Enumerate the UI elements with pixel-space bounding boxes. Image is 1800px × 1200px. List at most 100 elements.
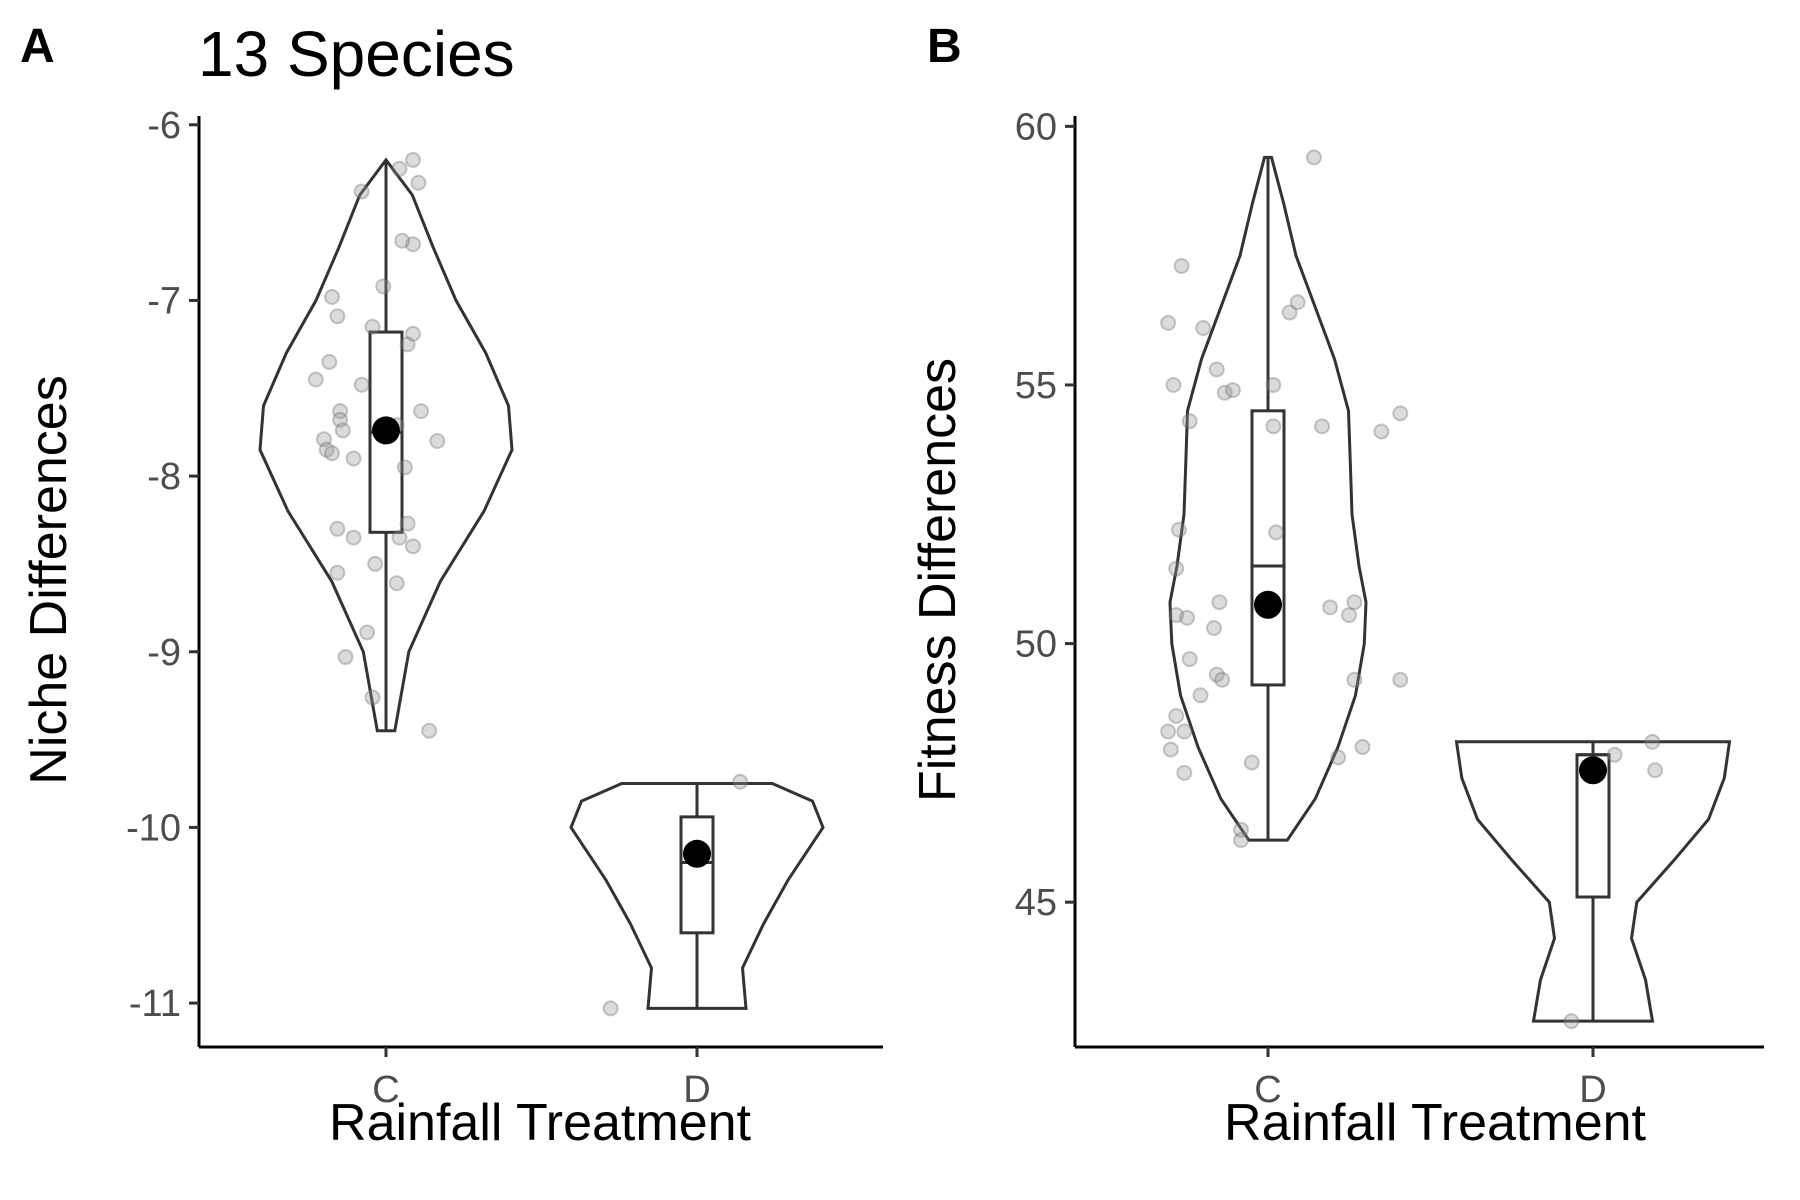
panel-b-data-point [1289,294,1306,311]
panel-b-data-point [1330,749,1347,766]
panel-a-data-point [405,236,421,253]
panel-b-data-point [1233,832,1249,849]
panel-b-data-point [1162,741,1179,758]
panel-b-data-point [1305,149,1322,166]
panel-b-data-point [1644,733,1661,750]
panel-a-data-point [324,445,340,462]
panel-b-data-point [1160,314,1177,331]
panel-a-x-tick-label: C [372,1069,399,1111]
panel-a-data-point [602,1000,619,1017]
panel-a-data-point [332,411,349,428]
panel-a-data-point [364,689,381,706]
panel-b-box-C [1250,409,1286,687]
panel-b-data-point [1281,304,1298,321]
panel-a: A 13 Species Niche Differences Rainfall … [20,18,883,1152]
panel-b-y-tick-label: 60 [1015,106,1057,148]
panel-b-data-point [1322,599,1339,616]
panel-b: B Fitness Differences Rainfall Treatment… [909,20,1764,1152]
panel-b-data-point [1392,405,1409,422]
panel-b-data-point [1165,376,1182,393]
panel-a-data-point [388,575,405,592]
panel-a-plot-area [258,151,825,1017]
panel-a-axes: -6 -7 -8 -9 -10 -11 C D [126,105,883,1111]
panel-b-data-point [1606,746,1623,763]
panel-b-data-point [1314,418,1330,435]
panel-a-y-tick-label: -10 [126,807,181,849]
panel-b-data-point [1192,687,1209,704]
panel-b-y-tick-label: 55 [1015,365,1057,407]
panel-a-y-tick-label: -6 [147,105,181,147]
panel-a-data-point [367,555,384,572]
panel-b-y-axis-title: Fitness Differences [909,358,967,802]
panel-a-mean-point-C [372,416,400,445]
panel-a-data-point [345,450,362,467]
panel-a-data-point [396,459,413,476]
panel-b-data-point [1563,1013,1580,1030]
panel-a-x-axis-title: Rainfall Treatment [329,1094,752,1152]
panel-b-data-point [1211,594,1228,611]
panel-a-data-point [321,353,338,370]
panel-b-data-point [1265,418,1282,435]
panel-b-data-point [1341,607,1357,624]
panel-b-data-point [1243,754,1260,771]
panel-a-data-point [345,529,362,546]
panel-b-data-point [1181,651,1198,668]
panel-a-data-point [405,151,421,168]
panel-a-x-tick-label: D [683,1069,710,1111]
panel-b-mean-point-C [1254,590,1282,619]
panel-a-mean-point-D [683,839,711,868]
panel-b-data-point [1268,524,1285,541]
panel-b-plot-area [1160,149,1732,1030]
panel-a-data-point [353,183,370,200]
panel-a-data-point [337,649,354,666]
panel-a-box-D [679,815,715,935]
panel-b-data-point [1216,384,1233,401]
panel-b-y-tick-label: 50 [1015,624,1057,666]
panel-a-data-point [399,336,416,353]
panel-a-data-point [329,308,346,325]
panel-a-data-point [375,278,392,295]
panel-a-data-point [410,174,427,191]
panel-b-data-point [1173,257,1190,274]
panel-b-data-point [1179,609,1195,626]
panel-b-data-point [1168,560,1185,577]
panel-b-x-axis-title: Rainfall Treatment [1224,1094,1647,1152]
panel-a-data-point [315,431,332,448]
panel-a-data-point [318,441,335,458]
panel-a-label: A [20,20,55,73]
panel-a-data-point [329,520,346,537]
panel-a-data-point [332,403,349,420]
panel-a-data-point [429,432,446,449]
panel-b-x-tick-label: C [1254,1069,1281,1111]
panel-a-y-tick-label: -11 [129,983,181,1025]
panel-a-data-point [391,160,408,177]
panel-a-y-tick-label: -7 [147,280,181,322]
panel-a-data-point [394,232,411,249]
panel-a-data-point [405,538,421,555]
panel-b-data-point [1168,607,1185,624]
panel-b-x-tick-label: D [1579,1069,1606,1111]
panel-a-y-tick-label: -9 [147,632,181,674]
panel-a-data-point [732,773,749,790]
panel-b-data-point [1233,821,1249,838]
panel-a-y-axis-title: Niche Differences [20,375,78,784]
panel-b-data-point [1265,376,1282,393]
panel-a-data-point [405,325,421,342]
panel-b-data-point [1176,764,1193,781]
panel-a-data-point [421,722,438,739]
panel-b-data-point [1373,423,1390,440]
panel-b-data-point [1195,320,1212,337]
panel-a-y-tick-label: -8 [147,456,181,498]
panel-b-data-point [1176,723,1193,740]
panel-b-data-point [1168,707,1185,724]
panel-a-data-point [359,624,376,641]
panel-a-data-point [391,529,408,546]
panel-a-data-point [399,515,416,532]
panel-a-data-point [307,371,324,388]
panel-b-data-point [1214,671,1231,688]
panel-b-data-point [1354,739,1371,756]
panel-b-data-point [1181,413,1198,430]
panel-b-data-point [1170,521,1187,538]
panel-b-data-point [1208,361,1225,378]
